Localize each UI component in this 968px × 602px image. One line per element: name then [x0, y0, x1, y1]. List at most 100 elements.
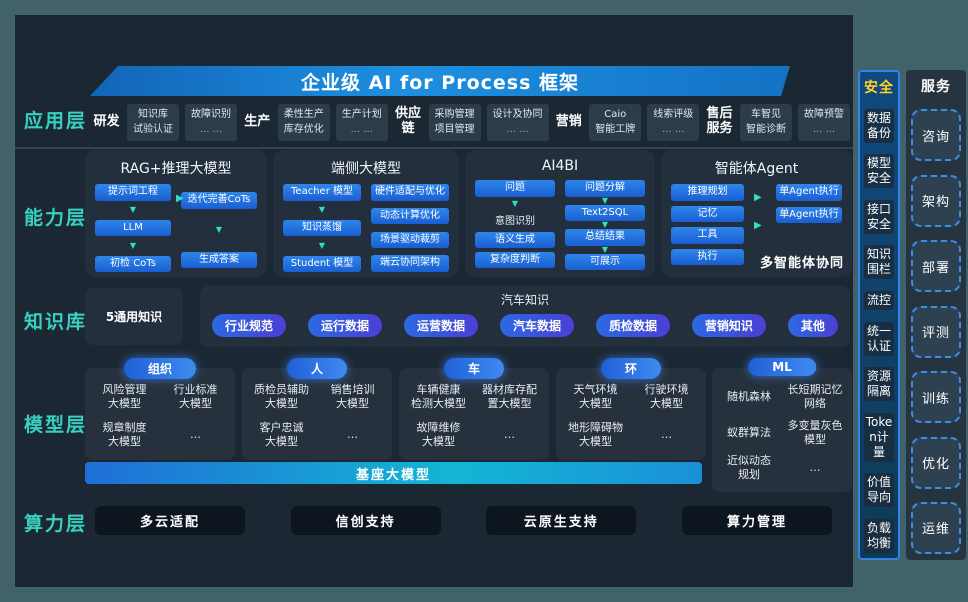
- app-box: 采购管理 项目管理: [428, 103, 481, 141]
- knowledge-pill: 质检数据: [595, 314, 670, 337]
- compute-item: 算力管理: [681, 506, 832, 535]
- security-item: 知识围栏: [864, 245, 894, 280]
- model-item: 规章制度 大模型: [102, 420, 147, 448]
- ai4bi-flow: 问题 ▼ 意图识别 语义生成 复杂度判断 问题分解 ▼ Text2SQL ▼ 总…: [475, 180, 645, 270]
- app-box: 设计及协同 ... ...: [486, 103, 549, 141]
- model-group-grid: 随机森林 长短期记忆 网络 蚁群算法 多变量灰色 模型 近似动态 规划 …: [712, 368, 852, 489]
- cap-box-title: RAG+推理大模型: [120, 161, 232, 177]
- app-group-name: 供应链: [394, 106, 421, 136]
- compute-layer-row: 多云适配 信创支持 云原生支持 算力管理: [95, 506, 832, 535]
- security-item: 接口安全: [864, 199, 894, 234]
- app-group-name: 生产: [244, 113, 271, 129]
- cap-box-ai4bi: AI4BI 问题 ▼ 意图识别 语义生成 复杂度判断 问题分解 ▼ Text2S…: [465, 150, 655, 277]
- security-item: 负载均衡: [864, 518, 894, 553]
- app-box-line: 故障识别: [191, 108, 231, 120]
- rag-left-column: 提示词工程 ▼ LLM ▼ 初检 CoTs: [95, 184, 171, 272]
- flow-node: 总结结果: [565, 229, 645, 246]
- compute-item: 云原生支持: [486, 506, 637, 535]
- security-sidebar-title: 安全: [864, 80, 894, 96]
- service-item: 优化: [911, 436, 961, 489]
- model-item: 行驶环境 大模型: [644, 383, 689, 411]
- app-group-production: 生产 柔性生产 库存优化 生产计划 ... ...: [243, 103, 388, 141]
- security-item: 数据备份: [864, 108, 894, 143]
- app-box-line: 知识库: [138, 108, 168, 120]
- app-group-rd: 研发 知识库 试验认证 故障识别 ... ...: [92, 103, 237, 141]
- compute-item: 多云适配: [95, 506, 245, 535]
- app-box-line: 线索评级: [653, 108, 694, 120]
- auto-knowledge-box: 汽车知识 行业规范 运行数据 运营数据 汽车数据 质检数据 营销知识 其他: [200, 286, 850, 347]
- agent-left-column: 推理规划 记忆 工具 执行: [671, 184, 744, 272]
- agent-arrows: ▶ ▶: [754, 184, 766, 272]
- cap-box-title: 端侧大模型: [331, 161, 401, 177]
- app-box-line: 项目管理: [434, 124, 475, 135]
- model-item: …: [504, 427, 515, 441]
- flow-node: LLM: [95, 219, 171, 237]
- arrow-down-icon: ▼: [215, 225, 223, 234]
- app-box-line: 故障预警: [804, 108, 844, 120]
- flow-node: 单Agent执行: [776, 184, 842, 201]
- app-box-line: ... ...: [662, 124, 685, 135]
- ai4bi-left-column: 问题 ▼ 意图识别 语义生成 复杂度判断: [475, 180, 555, 268]
- app-box-line: 智能工牌: [595, 124, 636, 135]
- auto-knowledge-title: 汽车知识: [500, 293, 549, 307]
- arrow-down-icon: ▼: [318, 240, 326, 250]
- flow-node: 动态计算优化: [371, 207, 449, 225]
- model-group-pill: 组织: [123, 358, 197, 379]
- arrow-right-icon: ▶: [176, 193, 184, 204]
- knowledge-pills: 行业规范 运行数据 运营数据 汽车数据 质检数据 营销知识 其他: [212, 314, 838, 337]
- model-group-environment: 环 天气环境 大模型 行驶环境 大模型 地形障碍物 大模型 …: [556, 358, 706, 460]
- app-box: 故障识别 ... ...: [185, 103, 237, 141]
- layer-label-capability: 能力层: [24, 207, 88, 229]
- model-item: …: [661, 427, 672, 441]
- flow-node: 推理规划: [671, 184, 744, 201]
- app-box-line: ... ...: [199, 124, 223, 135]
- security-item: 流控: [864, 290, 894, 310]
- model-item: 车辆健康 检测大模型: [411, 383, 466, 411]
- app-box-line: ... ...: [350, 124, 373, 135]
- edge-right-column: 硬件适配与优化 动态计算优化 场景驱动裁剪 端云协同架构: [371, 184, 449, 272]
- model-group-organization: 组织 风险管理 大模型 行业标准 大模型 规章制度 大模型 …: [85, 358, 235, 460]
- app-box: 线索评级 ... ...: [647, 103, 700, 141]
- security-item: Token计量: [864, 412, 894, 462]
- foundation-model-banner: 基座大模型: [85, 462, 702, 484]
- app-box: 生产计划 ... ...: [335, 103, 388, 141]
- flow-node: 工具: [671, 227, 744, 244]
- service-item: 运维: [911, 501, 961, 554]
- app-box: 知识库 试验认证: [127, 103, 179, 141]
- flow-node: 硬件适配与优化: [371, 184, 449, 201]
- model-group-grid: 质检员辅助 大模型 销售培训 大模型 客户忠诚 大模型 …: [242, 368, 392, 455]
- model-group-people: 人 质检员辅助 大模型 销售培训 大模型 客户忠诚 大模型 …: [242, 358, 392, 460]
- model-item: 器材库存配 置大模型: [482, 383, 537, 411]
- agent-flow: 推理规划 记忆 工具 执行 ▶ ▶ 单Agent执行 单Agent执行: [671, 184, 842, 272]
- service-item: 咨询: [911, 109, 961, 162]
- service-item: 评测: [911, 305, 961, 358]
- security-item: 资源隔离: [864, 367, 894, 402]
- model-group-grid: 车辆健康 检测大模型 器材库存配 置大模型 故障维修 大模型 …: [399, 368, 549, 455]
- cap-box-rag: RAG+推理大模型 提示词工程 ▼ LLM ▼ 初检 CoTs 迭代完善CoTs…: [85, 150, 267, 277]
- model-item: 质检员辅助 大模型: [254, 383, 309, 411]
- flow-node: 初检 CoTs: [95, 255, 171, 272]
- compute-item: 信创支持: [290, 506, 441, 535]
- model-group-ml: ML 随机森林 长短期记忆 网络 蚁群算法 多变量灰色 模型 近似动态 规划 …: [712, 358, 852, 492]
- security-item: 模型安全: [864, 154, 894, 189]
- rag-right-column: 迭代完善CoTs ▼ 生成答案: [181, 184, 257, 272]
- layer-label-model: 模型层: [24, 414, 88, 436]
- model-item: 地形障碍物 大模型: [568, 420, 623, 448]
- rag-flow: 提示词工程 ▼ LLM ▼ 初检 CoTs 迭代完善CoTs ▼ 生成答案: [95, 184, 257, 272]
- agent-right-column: 单Agent执行 单Agent执行: [776, 184, 842, 272]
- flow-node: 生成答案: [181, 251, 257, 268]
- model-group-grid: 风险管理 大模型 行业标准 大模型 规章制度 大模型 …: [85, 368, 235, 455]
- cap-box-title: 智能体Agent: [714, 161, 799, 177]
- model-item: 长短期记忆 网络: [787, 383, 843, 411]
- model-item: …: [190, 427, 201, 441]
- layer-label-compute: 算力层: [24, 513, 88, 535]
- service-item: 部署: [911, 240, 961, 293]
- general-knowledge-box: 5通用知识: [85, 288, 183, 345]
- app-box-line: 车智见: [751, 108, 781, 120]
- framework-title: 企业级 AI for Process 框架: [300, 71, 580, 94]
- service-sidebar-title: 服务: [921, 79, 951, 95]
- flow-node: 记忆: [671, 205, 744, 222]
- arrow-down-icon: ▼: [601, 220, 609, 229]
- arrow-down-icon: ▼: [129, 205, 137, 215]
